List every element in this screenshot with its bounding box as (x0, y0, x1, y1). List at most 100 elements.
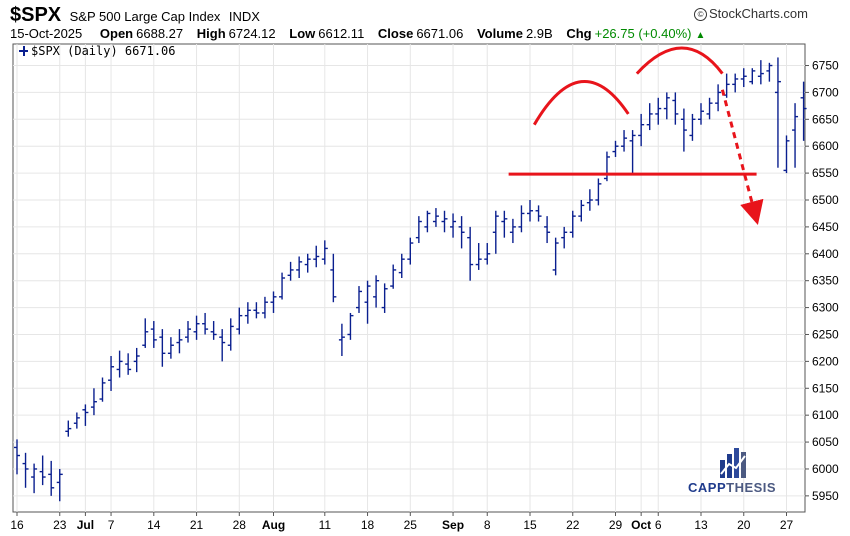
ohlc-bar (757, 60, 764, 85)
ohlc-bar (740, 68, 747, 88)
ohlc-bar (492, 210, 499, 254)
ohlc-bar (90, 388, 97, 416)
high-value: 6724.12 (228, 26, 276, 41)
y-tick-label: 6100 (812, 408, 839, 422)
ohlc-bar (108, 356, 115, 391)
plot-frame (12, 43, 806, 513)
brand-name: StockCharts.com (709, 6, 808, 21)
ohlc-bar (706, 97, 713, 120)
ohlc-bar (415, 216, 422, 244)
ohlc-bar (774, 57, 781, 168)
ohlc-bar (663, 92, 670, 120)
ohlc-bar (484, 243, 491, 265)
ohlc-bar (313, 245, 320, 268)
ohlc-bar (253, 302, 260, 319)
ohlc-bar (236, 307, 243, 335)
ohlc-bar (655, 97, 662, 125)
x-tick-label: 27 (780, 518, 794, 532)
x-tick-label: Sep (442, 518, 464, 532)
ohlc-bar (167, 337, 174, 359)
x-tick-label: 29 (609, 518, 623, 532)
ohlc-bar (458, 216, 465, 249)
ohlc-bar (31, 463, 38, 494)
x-tick-label: 23 (53, 518, 67, 532)
ohlc-bar (330, 253, 337, 303)
ohlc-bar (672, 92, 679, 125)
ohlc-bar (561, 226, 568, 249)
ohlc-bar (185, 321, 191, 343)
legend: $SPX (Daily) 6671.06 (19, 44, 176, 58)
ohlc-bar (518, 205, 525, 233)
low-value: 6612.11 (318, 26, 365, 41)
x-tick-label: Aug (262, 518, 285, 532)
y-tick-label: 6500 (812, 193, 839, 207)
copyright-icon: © (694, 8, 708, 21)
ohlc-bar (125, 353, 132, 375)
x-tick-label: 7 (108, 518, 115, 532)
ohlc-bar (638, 113, 645, 147)
x-tick-label: 11 (319, 518, 332, 532)
ohlc-bar (407, 237, 414, 265)
capp-chart-icon (720, 448, 746, 478)
ohlc-bar (544, 216, 551, 244)
ohlc-bar (279, 272, 286, 300)
y-tick-label: 6150 (812, 381, 839, 395)
ohlc-bar-icon (19, 46, 28, 56)
x-tick-label: 18 (361, 518, 375, 532)
ohlc-bar (680, 108, 687, 152)
ohlc-bar (603, 151, 610, 182)
ohlc-bar (715, 84, 722, 112)
ohlc-bar (467, 226, 474, 281)
up-triangle-icon: ▲ (695, 30, 706, 41)
ohlc-bars (14, 57, 807, 502)
ohlc-bar (202, 312, 209, 335)
x-tick-label: 22 (566, 518, 580, 532)
ohlc-bar (39, 455, 46, 486)
ohlc-bar (321, 240, 328, 265)
ohlc-bar (698, 103, 704, 125)
ohlc-bar (364, 280, 371, 324)
ohlc-bar (783, 135, 790, 174)
chg-value: +26.75 (+0.40%) (594, 26, 692, 41)
volume-value: 2.9B (525, 26, 553, 41)
x-tick-label: 28 (233, 518, 247, 532)
ohlc-bar (527, 200, 533, 222)
quote-date: 15-Oct-2025 (10, 26, 83, 41)
y-tick-label: 6450 (812, 220, 839, 234)
ohlc-bar (99, 377, 106, 402)
brand[interactable]: © StockCharts.com (694, 6, 808, 21)
ohlc-bar (356, 286, 362, 313)
ohlc-bar (347, 312, 354, 340)
ohlc-bar (569, 210, 576, 238)
ohlc-bar (133, 347, 140, 373)
ohlc-bar (150, 321, 157, 348)
y-tick-label: 6050 (812, 435, 839, 449)
ohlc-bar (270, 291, 277, 313)
close-label: Close (377, 26, 414, 41)
x-tick-label: 6 (655, 518, 662, 532)
index-name: S&P 500 Large Cap Index (69, 9, 221, 24)
legend-text: $SPX (Daily) 6671.06 (31, 44, 176, 58)
ohlc-bar (287, 261, 294, 281)
capp-word: CAPP (688, 480, 727, 495)
y-tick-label: 6550 (812, 166, 839, 180)
ohlc-bar (766, 62, 773, 82)
ohlc-bar (749, 68, 756, 85)
ohlc-bar (629, 130, 636, 174)
ohlc-bar (338, 323, 345, 356)
ohlc-bar (586, 189, 593, 211)
capp-thesis-wordmark: CAPPTHESIS (688, 480, 776, 495)
capp-thesis-logo (720, 448, 746, 478)
y-tick-label: 6200 (812, 354, 839, 368)
annotations (508, 46, 764, 226)
ohlc-bar (116, 350, 123, 378)
ohlc-bar (373, 275, 380, 308)
ohlc-bar (390, 264, 397, 289)
open-value: 6688.27 (136, 26, 184, 41)
ohlc-bar (535, 205, 542, 222)
x-tick-label: 8 (484, 518, 491, 532)
x-tick-label: 16 (10, 518, 24, 532)
ohlc-bar (82, 404, 89, 426)
x-tick-label: 15 (523, 518, 537, 532)
